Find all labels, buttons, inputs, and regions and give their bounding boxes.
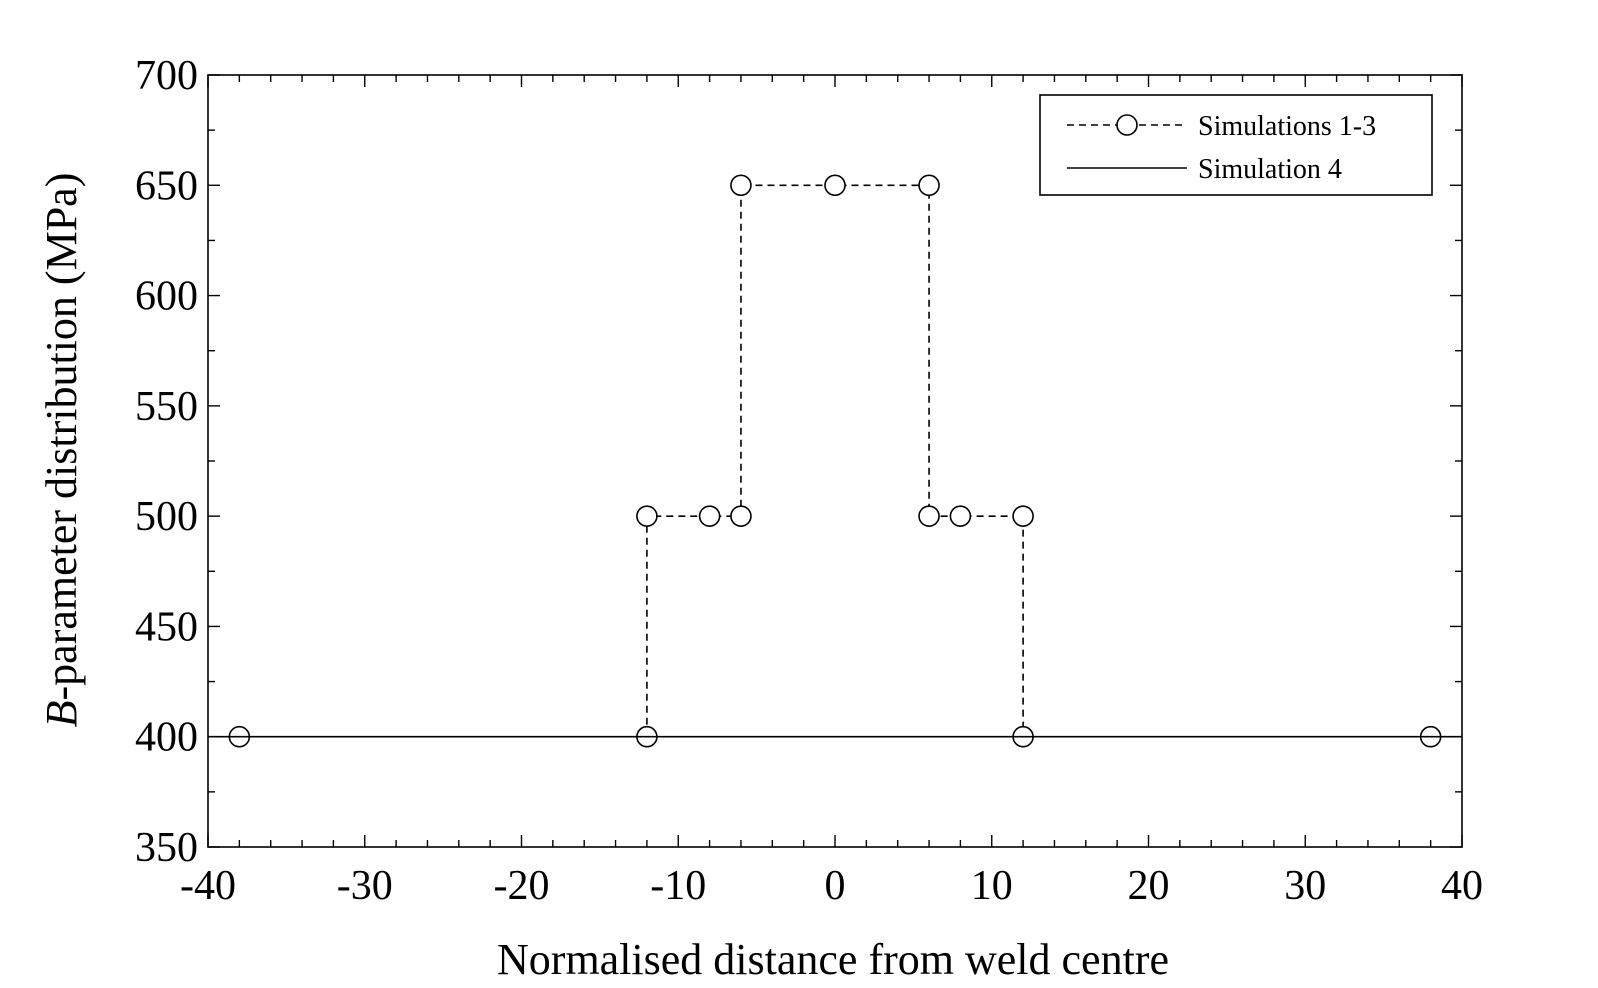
y-tick-label: 350 — [135, 825, 198, 871]
legend: Simulations 1-3 Simulation 4 — [1039, 94, 1433, 196]
plot-area: -40 -30 -20 -10 0 10 20 30 40 350 400 450 500 550 600 6… — [135, 53, 1483, 909]
x-tick-label: 40 — [1441, 863, 1483, 909]
data-point-marker — [949, 505, 972, 527]
y-axis-title-rest: -parameter distribution (MPa) — [37, 173, 86, 701]
series-1 — [228, 174, 1442, 748]
y-tick-label: 550 — [135, 384, 198, 430]
data-point-marker — [918, 174, 940, 197]
x-tick-label: 30 — [1284, 863, 1326, 909]
legend-label: Simulations 1-3 — [1198, 111, 1376, 142]
data-point-marker — [636, 505, 658, 527]
y-tick-label: 700 — [135, 53, 198, 99]
x-tick-label: 20 — [1128, 863, 1170, 909]
legend-swatch-marker — [1116, 114, 1138, 136]
y-axis-title: B-parameter distribution (MPa) — [37, 173, 86, 728]
legend-entry: Simulations 1-3 — [1067, 111, 1376, 142]
data-point-marker — [1012, 505, 1034, 527]
y-tick-label: 400 — [135, 715, 198, 761]
x-tick-label: -20 — [494, 863, 550, 909]
x-tick-label: 10 — [971, 863, 1013, 909]
data-point-marker — [824, 174, 846, 197]
legend-entry: Simulation 4 — [1067, 154, 1342, 185]
data-point-marker — [730, 505, 752, 527]
series-line — [646, 184, 1024, 737]
data-point-marker — [698, 505, 721, 527]
data-point-marker — [730, 174, 752, 197]
legend-box — [1039, 94, 1433, 196]
y-axis-title-italic: B — [37, 700, 86, 727]
x-axis-title: Normalised distance from weld centre — [497, 935, 1169, 984]
x-tick-label: -10 — [650, 863, 706, 909]
x-tick-label: 0 — [825, 863, 846, 909]
x-tick-label: -40 — [180, 863, 236, 909]
y-tick-label: 450 — [135, 604, 198, 650]
y-tick-label: 500 — [135, 494, 198, 540]
legend-label: Simulation 4 — [1198, 154, 1342, 185]
x-tick-label: -30 — [337, 863, 393, 909]
y-tick-label: 600 — [135, 274, 198, 320]
y-tick-label: 650 — [135, 163, 198, 209]
data-point-marker — [918, 505, 940, 527]
